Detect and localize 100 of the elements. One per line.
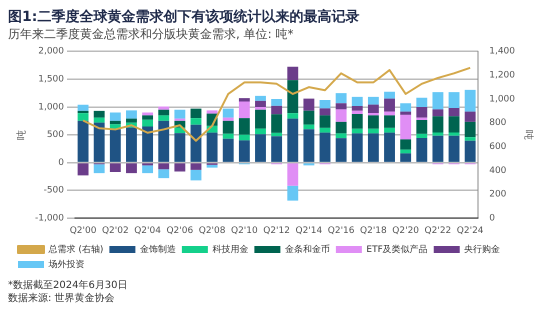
bar (238, 101, 250, 118)
bar (222, 108, 234, 118)
bar (400, 103, 412, 112)
bar (432, 132, 444, 136)
bar (271, 106, 282, 114)
bar (206, 132, 218, 162)
bar (126, 118, 137, 123)
bar (303, 98, 314, 111)
text: *数据截至2024年6月30日 (8, 279, 129, 292)
x-tick-label: Q2'12 (263, 226, 290, 236)
bar (432, 109, 444, 116)
bar (416, 120, 428, 134)
bar (432, 116, 444, 132)
legend-label: 总需求 (右轴) (48, 244, 104, 255)
legend-label: 央行购金 (464, 244, 500, 255)
bar (110, 163, 121, 172)
bar (464, 137, 476, 141)
bar (384, 112, 395, 116)
bar (336, 109, 347, 122)
bar (448, 108, 460, 116)
bar (255, 110, 266, 129)
y-tick-label: 0 (58, 158, 64, 168)
bar (190, 170, 202, 180)
bar (384, 98, 395, 112)
bar (287, 113, 298, 119)
y-axis-title: 吨 (16, 130, 28, 140)
y-tick-label: 2,000 (38, 46, 64, 57)
x-tick-label: Q2'02 (102, 226, 129, 236)
bar (255, 96, 266, 101)
bar (206, 164, 218, 168)
bar (142, 115, 154, 120)
bar (336, 133, 347, 138)
legend-label: ETF及类似产品 (366, 244, 428, 255)
x-tick-label: Q2'20 (392, 226, 420, 236)
bar (255, 134, 266, 162)
bar (448, 116, 460, 132)
bar (320, 108, 330, 116)
bar (352, 133, 363, 162)
bar (222, 134, 234, 139)
bar (271, 136, 282, 162)
bar (336, 138, 347, 162)
bar (287, 186, 298, 201)
bar (142, 120, 154, 126)
x-tick-label: Q2'00 (70, 226, 97, 236)
bar (368, 128, 379, 134)
bar (222, 138, 234, 162)
bar (142, 112, 154, 116)
y2-tick-label: 800 (489, 118, 507, 128)
bar (352, 96, 363, 106)
bar (158, 163, 170, 170)
bar (78, 110, 89, 114)
bar (400, 112, 412, 115)
bar (174, 110, 186, 119)
bar (400, 153, 412, 162)
bar (126, 163, 137, 174)
bar (287, 80, 298, 114)
bar (352, 110, 363, 114)
bar (368, 115, 379, 129)
bar (158, 110, 170, 116)
bar (384, 132, 395, 162)
bar (271, 132, 282, 136)
legend-label: 科技用金 (212, 244, 248, 255)
bar (384, 92, 395, 99)
x-tick-label: Q2'18 (360, 226, 388, 236)
bar (222, 120, 234, 134)
bar (238, 118, 250, 135)
bar (78, 113, 89, 121)
bar (432, 136, 444, 162)
bar (174, 133, 186, 162)
bar (303, 129, 314, 162)
y2-tick-label: 0 (489, 214, 496, 224)
bar (142, 165, 154, 174)
bar (432, 92, 444, 110)
legend-label: 金条和金币 (284, 244, 330, 255)
legend-label: 金饰制造 (140, 244, 176, 255)
y-tick-label: 500 (46, 130, 64, 140)
bar (400, 114, 412, 140)
bar (190, 163, 202, 170)
bar (94, 118, 105, 123)
bar (368, 104, 379, 114)
bar (336, 103, 347, 110)
bar (464, 112, 476, 122)
chart-subtitle: 历年来二季度黄金总需求和分版块黄金需求, 单位: 吨* (8, 26, 294, 43)
bar (464, 90, 476, 112)
bar (174, 163, 186, 172)
bar (336, 122, 347, 134)
x-tick-label: Q2'22 (424, 226, 452, 236)
bar (352, 106, 363, 111)
bar (190, 124, 202, 162)
bar (303, 124, 314, 130)
bar (142, 126, 154, 162)
bar (416, 98, 428, 107)
y2-tick-label: 1,200 (489, 70, 516, 81)
bar (464, 140, 476, 162)
bar (400, 139, 412, 150)
legend-label: 场外投资 (48, 258, 84, 270)
y2-axis-title: 吨 (522, 130, 534, 140)
x-tick-label: Q2'24 (456, 226, 484, 236)
bar (126, 110, 137, 119)
bar (320, 132, 330, 162)
